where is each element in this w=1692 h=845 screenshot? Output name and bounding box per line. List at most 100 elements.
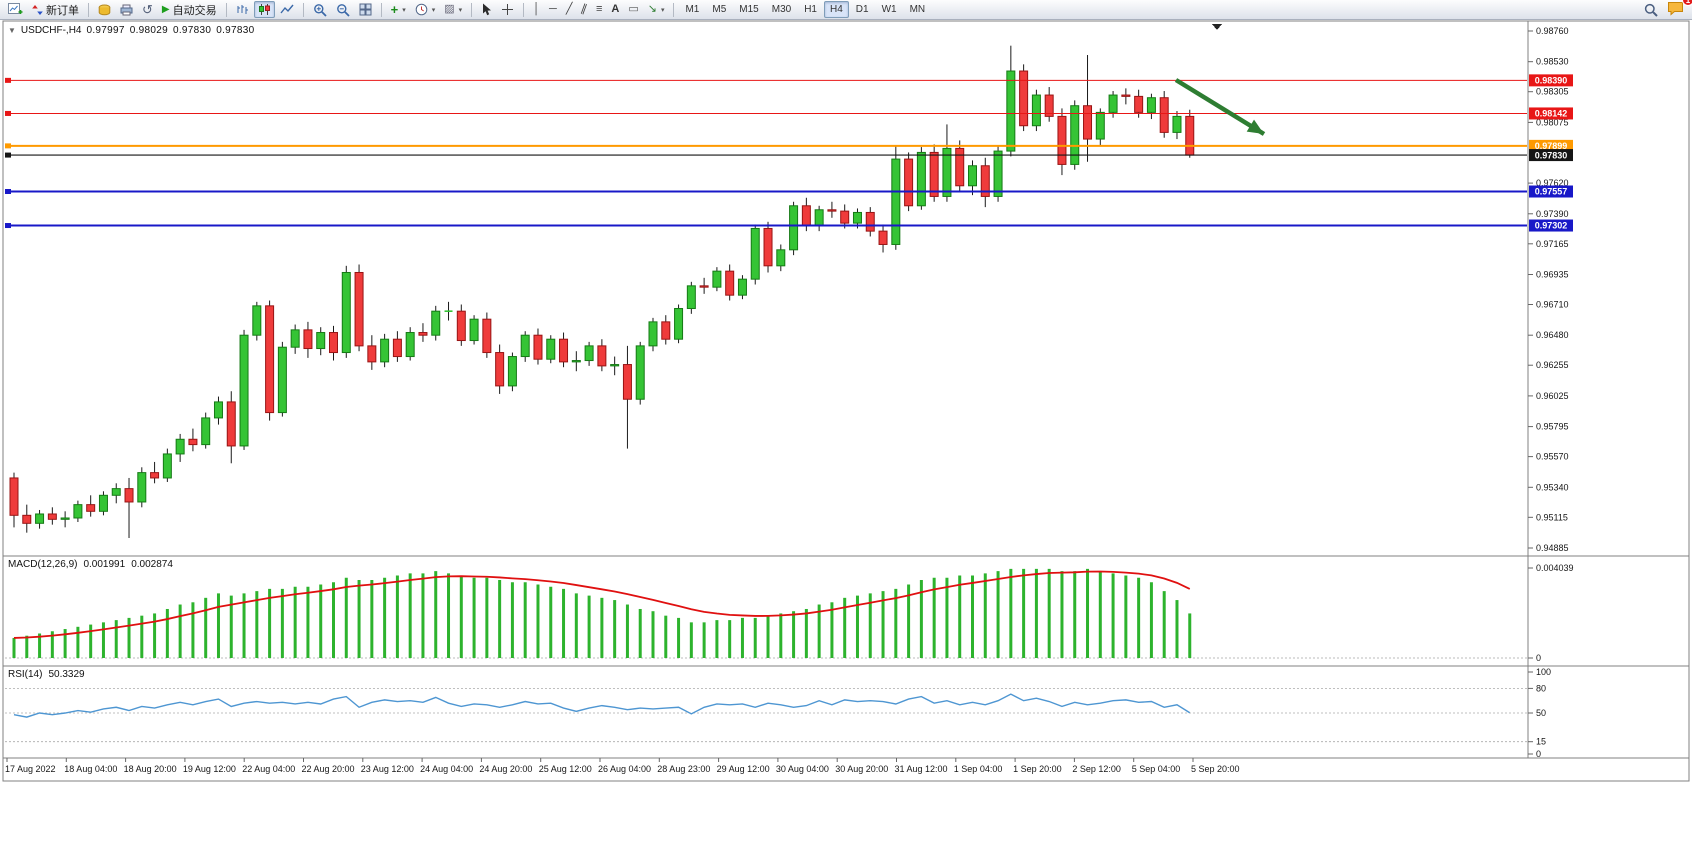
toolbar-separator xyxy=(88,2,89,17)
svg-text:15: 15 xyxy=(1536,737,1546,747)
chevron-down-icon: ▾ xyxy=(431,6,436,14)
timeframe-m15-button[interactable]: M15 xyxy=(733,1,764,18)
svg-text:0.96480: 0.96480 xyxy=(1536,330,1569,340)
horizontal-line-button[interactable]: ─ xyxy=(545,1,561,18)
tile-windows-button[interactable] xyxy=(355,1,376,18)
trendline-icon: ╱ xyxy=(565,3,573,15)
time-axis: 17 Aug 2022 18 Aug 04:00 18 Aug 20:00 19 Au… xyxy=(5,758,1240,774)
svg-text:0.98390: 0.98390 xyxy=(1535,76,1568,86)
buy-sell-arrows-icon xyxy=(32,4,43,15)
rsi-name: RSI(14) xyxy=(8,669,43,680)
toolbar-separator xyxy=(380,2,382,17)
chat-button[interactable] xyxy=(1663,0,1688,17)
play-icon: ▶ xyxy=(161,3,170,15)
macd-panel: 0.004039 0 xyxy=(5,563,1574,663)
crosshair-icon xyxy=(502,4,514,15)
timeframe-m1-button[interactable]: M1 xyxy=(679,1,705,18)
chart-menu-icon[interactable]: ▼ xyxy=(8,26,16,35)
svg-text:0.96025: 0.96025 xyxy=(1536,391,1569,401)
svg-text:0.96935: 0.96935 xyxy=(1536,269,1569,279)
search-button[interactable] xyxy=(1640,1,1662,18)
close-value: 0.97830 xyxy=(216,25,255,36)
search-icon xyxy=(1644,3,1658,17)
zoom-in-button[interactable] xyxy=(309,1,331,18)
rsi-indicator-label: RSI(14) 50.3329 xyxy=(8,669,85,680)
svg-text:18 Aug 04:00: 18 Aug 04:00 xyxy=(64,764,117,774)
svg-text:28 Aug 23:00: 28 Aug 23:00 xyxy=(657,764,710,774)
timeframe-m5-button[interactable]: M5 xyxy=(706,1,732,18)
candlestick-chart-button[interactable] xyxy=(253,1,275,18)
svg-text:0.98142: 0.98142 xyxy=(1535,109,1568,119)
timeframe-w1-button[interactable]: W1 xyxy=(876,1,903,18)
templates-button[interactable]: ▨ ▾ xyxy=(440,1,466,18)
timeframe-mn-button[interactable]: MN xyxy=(904,1,932,18)
template-icon: ▨ xyxy=(444,3,455,15)
trend-arrow-object[interactable] xyxy=(1174,78,1266,136)
fibonacci-button[interactable]: ≡ xyxy=(592,1,606,18)
clock-icon xyxy=(415,3,428,16)
periods-button[interactable]: ▾ xyxy=(411,1,440,18)
svg-text:0.97557: 0.97557 xyxy=(1535,187,1568,197)
new-chart-icon xyxy=(8,3,23,14)
svg-text:0.97899: 0.97899 xyxy=(1535,141,1568,151)
deposit-button[interactable] xyxy=(94,1,115,18)
symbol-period-label: USDCHF-,H4 xyxy=(20,25,82,36)
chart-frame xyxy=(2,20,1690,782)
toolbar-separator xyxy=(471,2,473,17)
svg-text:0.97302: 0.97302 xyxy=(1535,221,1568,231)
zoom-out-icon xyxy=(336,3,350,17)
vertical-line-button[interactable]: │ xyxy=(529,1,544,18)
svg-text:26 Aug 04:00: 26 Aug 04:00 xyxy=(598,764,651,774)
new-order-button[interactable]: 新订单 xyxy=(28,1,83,18)
bar-chart-button[interactable] xyxy=(232,1,253,18)
label-button[interactable]: ▭ xyxy=(624,1,642,18)
crosshair-button[interactable] xyxy=(497,1,518,18)
svg-text:29 Aug 12:00: 29 Aug 12:00 xyxy=(717,764,770,774)
cursor-button[interactable] xyxy=(477,1,496,18)
svg-text:22 Aug 20:00: 22 Aug 20:00 xyxy=(302,764,355,774)
cursor-icon xyxy=(483,3,492,16)
fibonacci-icon: ≡ xyxy=(595,3,603,15)
svg-text:0.97830: 0.97830 xyxy=(1535,150,1568,160)
svg-text:0.97165: 0.97165 xyxy=(1536,239,1569,249)
chart-title-bar: ▼ USDCHF-,H4 0.97997 0.98029 0.97830 0.9… xyxy=(8,25,254,36)
toolbar: 新订单 ↺ ▶ 自动交易 + ▾ ▾ ▨ ▾ xyxy=(0,0,1692,20)
svg-text:0.94885: 0.94885 xyxy=(1536,543,1569,553)
autotrading-label: 自动交易 xyxy=(172,4,217,17)
macd-signal-value: 0.002874 xyxy=(131,559,173,570)
svg-text:0.95115: 0.95115 xyxy=(1536,512,1568,522)
open-value: 0.97997 xyxy=(86,25,125,36)
trendline-button[interactable]: ╱ xyxy=(562,1,577,18)
timeframe-h4-button[interactable]: H4 xyxy=(823,1,849,18)
svg-text:0.98305: 0.98305 xyxy=(1536,87,1569,97)
svg-text:0.95570: 0.95570 xyxy=(1536,452,1569,462)
channel-button[interactable]: ∥ xyxy=(577,1,591,18)
macd-name: MACD(12,26,9) xyxy=(8,559,78,570)
arrows-button[interactable]: ↘ ▾ xyxy=(644,1,669,18)
timeframe-m30-button[interactable]: M30 xyxy=(766,1,797,18)
chat-bubble-icon xyxy=(1668,2,1683,16)
toolbar-separator xyxy=(523,2,525,17)
text-button[interactable]: A xyxy=(607,1,623,18)
svg-text:50: 50 xyxy=(1536,708,1546,718)
autotrading-button[interactable]: ▶ 自动交易 xyxy=(158,1,221,18)
refresh-button[interactable]: ↺ xyxy=(138,1,157,18)
notification-badge: 1 xyxy=(1682,0,1692,6)
text-icon: A xyxy=(611,3,620,15)
print-button[interactable] xyxy=(116,1,137,18)
line-chart-button[interactable] xyxy=(276,1,298,18)
svg-text:1 Sep 04:00: 1 Sep 04:00 xyxy=(954,764,1003,774)
timeframe-d1-button[interactable]: D1 xyxy=(850,1,875,18)
high-value: 0.98029 xyxy=(129,25,168,36)
zoom-out-button[interactable] xyxy=(332,1,354,18)
indicators-button[interactable]: + ▾ xyxy=(387,1,410,18)
new-chart-button[interactable] xyxy=(4,1,27,18)
timeframe-h1-button[interactable]: H1 xyxy=(798,1,823,18)
svg-text:2 Sep 12:00: 2 Sep 12:00 xyxy=(1072,764,1121,774)
svg-text:5 Sep 04:00: 5 Sep 04:00 xyxy=(1132,764,1181,774)
svg-text:24 Aug 04:00: 24 Aug 04:00 xyxy=(420,764,473,774)
horizontal-line-icon: ─ xyxy=(549,3,557,15)
svg-text:0.96710: 0.96710 xyxy=(1536,300,1569,310)
